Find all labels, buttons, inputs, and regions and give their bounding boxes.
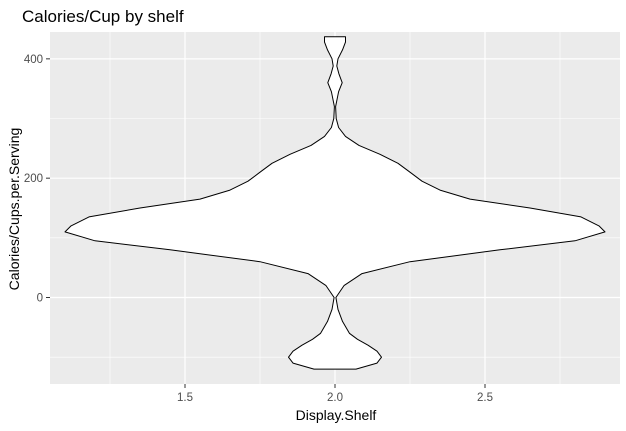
y-axis-ticks: 0 200 400 [24,54,50,304]
y-axis-title: Calories/Cups.per.Serving [6,128,22,291]
y-tick-label: 400 [24,54,43,66]
x-axis-title: Display.Shelf [296,407,377,423]
violin-shape [64,36,606,370]
x-tick-label: 2.0 [327,392,343,404]
y-tick-label: 200 [24,173,43,185]
x-axis-ticks: 1.5 2.0 2.5 [177,384,493,404]
chart-title: Calories/Cup by shelf [22,7,184,26]
x-tick-label: 2.5 [477,392,493,404]
x-tick-label: 1.5 [177,392,193,404]
y-tick-label: 0 [37,292,43,304]
